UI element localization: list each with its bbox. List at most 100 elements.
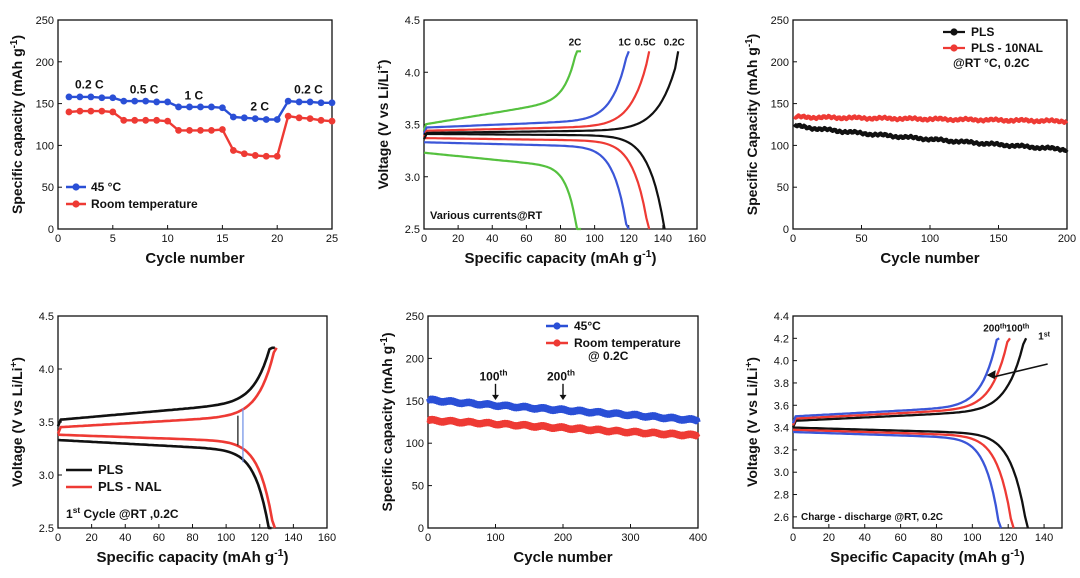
text-run: - [9,45,20,48]
x-tick-label: 20 [452,233,464,245]
text-run: Specific Capacity (mAh g [830,549,1010,566]
text-run: st [73,505,81,515]
data-point [295,114,303,122]
y-tick-label: 0 [418,523,424,535]
x-tick-label: 40 [859,532,871,544]
y-axis-label: Specific capacity (mAh g-1) [9,35,26,214]
y-tick-label: 200 [771,57,789,69]
legend-marker [72,200,80,208]
data-point [120,116,128,124]
data-point [229,113,237,121]
y-tick-label: 4.5 [39,311,54,323]
x-tick-label: 15 [216,233,228,245]
data-point [306,98,314,106]
x-tick-label: 40 [486,233,498,245]
data-point [153,116,161,124]
text-run: 1 [646,248,652,260]
text-run: 200 [547,369,567,383]
data-point [273,116,281,123]
cycle-arrowhead [492,394,499,400]
text-run: 1 [278,547,284,559]
y-tick-label: 50 [777,182,789,194]
legend-label: PLS [98,462,124,477]
rate-label: 0.2C [664,37,685,48]
y-tick-label: 100 [36,140,54,152]
data-point [76,93,84,101]
text-run: ) [9,35,25,40]
x-tick-label: 120 [620,233,638,245]
panel-various-currents: 0 20 40 60 80 100 120 140 160 2.5 3.0 3.5 4.0 4.5 Spec… [375,15,707,267]
x-tick-label: 150 [989,233,1007,245]
text-run: Cycle number [513,549,612,566]
x-tick-label: 160 [318,532,336,544]
data-point [65,108,73,116]
x-axis-label: Specific capacity (mAh g-1) [97,547,289,566]
y-tick-label: 4.5 [405,15,420,27]
discharge-curve [424,132,666,230]
x-tick-label: 160 [688,233,706,245]
data-point [109,108,117,116]
condition-label: Various currents@RT [430,210,542,222]
rate-label: 0.2 C [75,78,104,92]
x-tick-label: 0 [421,233,427,245]
legend-label: 45 °C [91,180,121,194]
data-point [197,103,204,111]
legend-marker [553,339,561,347]
legend-label: PLS - NAL [98,479,162,494]
charge-curve [56,346,275,427]
data-point [131,97,139,105]
x-tick-label: 0 [425,532,431,544]
y-tick-label: 2.5 [39,523,54,535]
y-tick-label: 250 [771,15,789,27]
text-run: - [379,343,390,346]
y-tick-label: 4.0 [39,364,54,376]
x-tick-label: 100 [217,532,235,544]
cycle-label: 200th [983,323,1006,335]
data-point [98,107,106,115]
data-point [262,152,270,160]
legend-marker [950,44,958,52]
text-run: Specific Capacity (mAh g [744,47,760,215]
text-run: - [1010,547,1014,559]
x-tick-label: 20 [86,532,98,544]
x-tick-label: 0 [55,532,61,544]
y-tick-label: 3.5 [39,417,54,429]
rate-label: 0.5C [635,37,656,48]
y-axis-label: Specific capacity (mAh g-1) [379,332,396,511]
data-point [120,97,128,105]
data-point [240,150,248,158]
series-line [426,415,701,440]
x-tick-label: 200 [1058,233,1076,245]
cycle-label: 100th [480,367,508,383]
x-axis-label: Specific capacity (mAh g-1) [465,248,657,267]
data-point [229,147,237,154]
data-point [131,116,139,124]
charge-curve [422,50,581,132]
y-tick-label: 3.8 [774,378,789,390]
x-tick-label: 100 [585,233,603,245]
text-run: ) [744,357,760,362]
text-run: ) [375,60,391,65]
panel-long-cycling-rt: 0 50 100 150 200 0 50 100 150 200 250 Cycle number S… [744,15,1077,267]
y-tick-label: 4.0 [774,356,789,368]
y-tick-label: 100 [406,438,424,450]
data-point [142,97,150,105]
text-run: Voltage (V vs Li/Li [744,367,760,487]
x-tick-label: 20 [823,532,835,544]
text-run: Cycle number [145,250,244,267]
x-tick-label: 200 [554,532,572,544]
x-tick-label: 140 [654,233,672,245]
rate-label: 1 C [185,88,204,102]
panel-first-cycle: 0 20 40 60 80 100 120 140 160 2.5 3.0 3.5 4.0 4.5 Spec… [9,311,337,566]
y-axis-label: Voltage (V vs Li/Li+) [744,357,761,487]
data-point [208,103,215,111]
text-run: 1 [1038,332,1044,343]
discharge-curve [423,151,581,231]
y-axis-label: Voltage (V vs Li/Li+) [375,60,392,190]
data-point [251,115,259,123]
text-run: Voltage (V vs Li/Li [375,70,391,190]
text-run: Specific capacity (mAh g [9,48,25,214]
text-run: ) [9,357,25,362]
text-run: 1 [9,39,20,45]
y-tick-label: 4.0 [405,67,420,79]
